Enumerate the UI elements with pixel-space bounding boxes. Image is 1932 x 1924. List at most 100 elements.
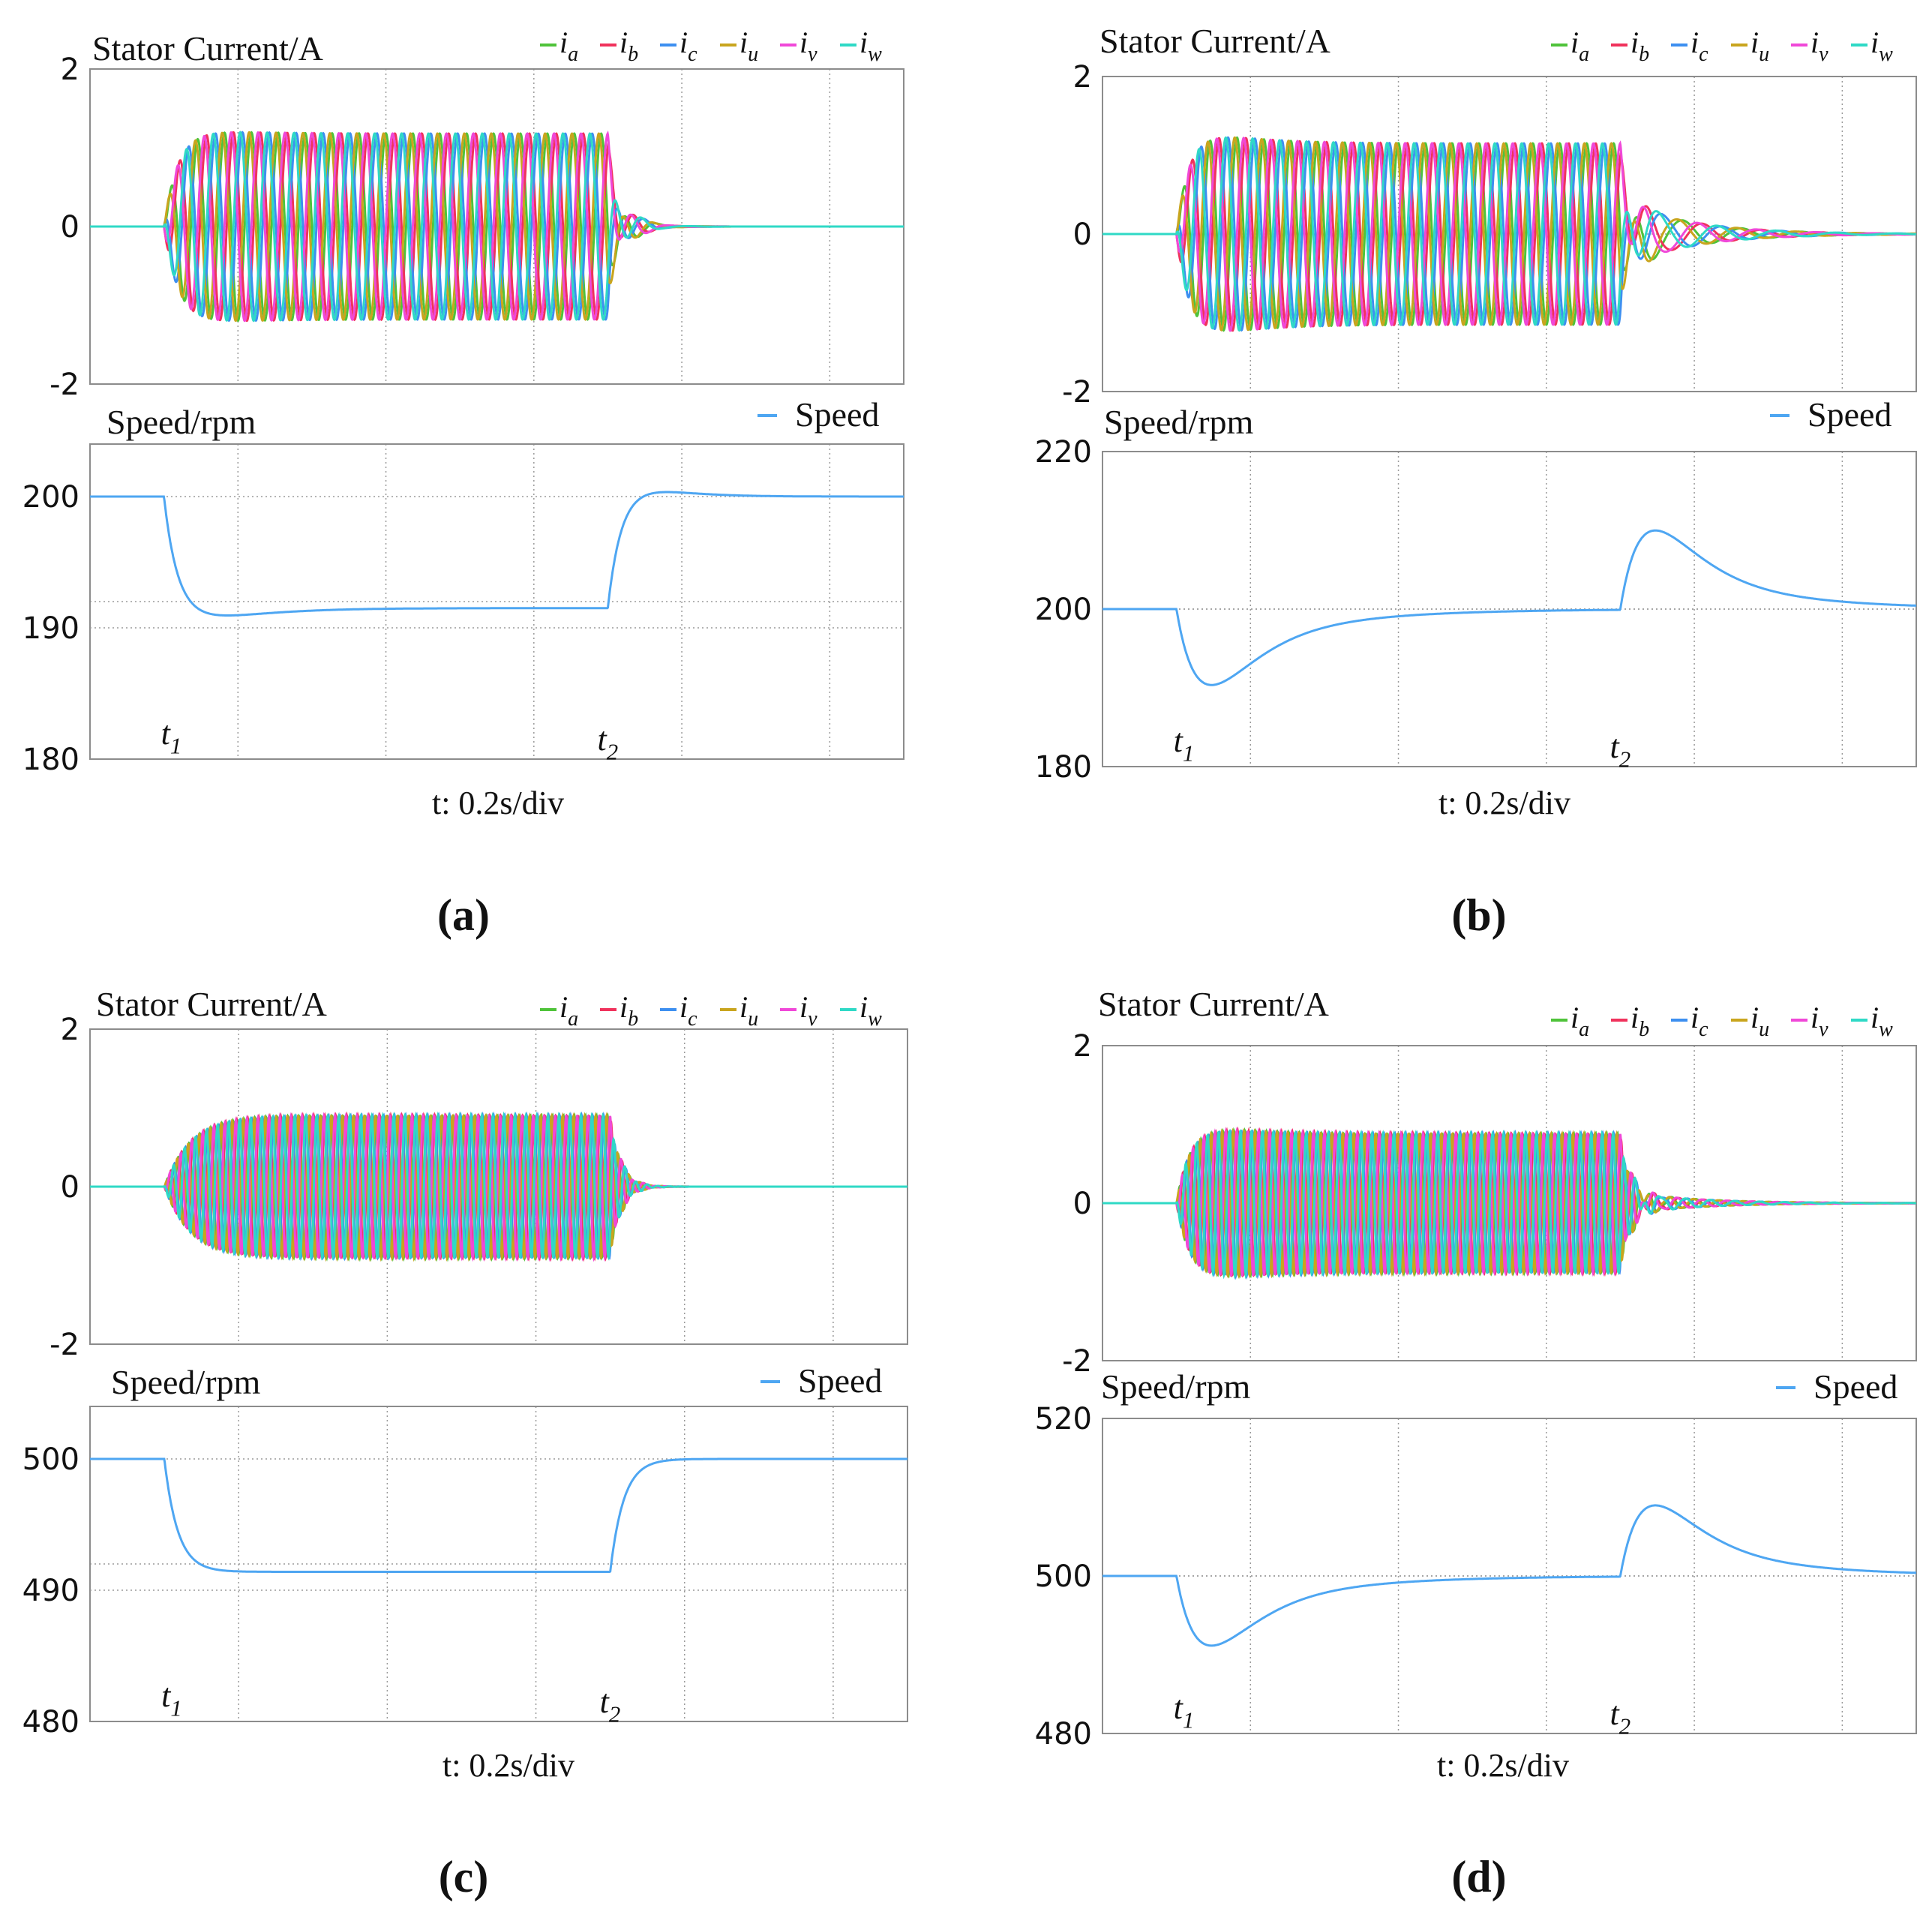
speed-plot-b: Speed/rpm Speed 220 200 180 t1 t2 [1035, 395, 1917, 785]
legend-label-iu: iu [1750, 26, 1769, 66]
speed-title: Speed/rpm [1101, 1367, 1251, 1406]
panel-label: (d) [1451, 1852, 1506, 1901]
current-ytick-label: 0 [1073, 1187, 1092, 1221]
legend-label-ia: ia [1570, 26, 1589, 66]
event-label-t1: t1 [161, 715, 182, 758]
legend-label-iv: iv [1810, 26, 1828, 66]
x-axis-label: t: 0.2s/div [442, 1747, 574, 1784]
legend-label-ia: ia [560, 990, 578, 1031]
event-label-t2: t2 [600, 1683, 621, 1727]
event-label-t2: t2 [1610, 728, 1630, 772]
current-ytick-label: -2 [50, 1328, 80, 1362]
speed-ytick-label: 190 [22, 611, 80, 646]
speed-series [1102, 529, 1916, 686]
current-waveforms [1102, 1126, 1916, 1280]
legend-label-ib: ib [1630, 26, 1649, 66]
speed-plot-frame [89, 1406, 908, 1722]
panel-label: (c) [439, 1852, 489, 1901]
legend-label-ia: ia [1570, 1001, 1589, 1041]
speed-plot-c: Speed/rpm Speed 500 490 480 t1 t2 [22, 1361, 908, 1739]
current-waveforms [90, 1111, 908, 1262]
panel-b: Stator Current/A2 0 -2 ia ib ic iu iv iw Speed/rp… [1035, 22, 1917, 940]
event-label-t2: t2 [1610, 1695, 1630, 1739]
speed-series [90, 491, 904, 617]
panel-c: Stator Current/A 2 0 -2 ia ib ic iu iv iw Speed/rp… [22, 985, 908, 1901]
event-label-t2: t2 [597, 721, 618, 764]
current-ytick-label: 0 [61, 1170, 80, 1205]
speed-legend-label: Speed [798, 1361, 882, 1400]
legend-label-ic: ic [680, 990, 698, 1031]
legend-label-ib: ib [620, 990, 638, 1031]
current-ytick-label: -2 [1062, 1344, 1092, 1379]
current-series-iv [1102, 137, 1916, 332]
speed-legend-label: Speed [1814, 1367, 1898, 1406]
current-plot-b: Stator Current/A2 0 -2 ia ib ic iu iv iw [1062, 22, 1917, 410]
legend-label-iu: iu [740, 26, 758, 66]
speed-ytick-label: 200 [1035, 593, 1092, 627]
legend-label-ib: ib [620, 26, 638, 66]
event-label-t1: t1 [1174, 722, 1195, 766]
current-title: Stator Current/A [1098, 985, 1329, 1023]
current-plot-a: Stator Current/A 2 0 -2 ia ib ic iu iv iw [50, 26, 904, 402]
speed-plot-frame [89, 443, 904, 760]
x-axis-label: t: 0.2s/div [432, 785, 564, 821]
speed-ytick-label: 500 [22, 1442, 80, 1477]
speed-ytick-label: 220 [1035, 435, 1092, 470]
speed-plot-grid [90, 1406, 908, 1721]
current-plot-c: Stator Current/A 2 0 -2 ia ib ic iu iv iw [50, 985, 908, 1362]
current-series-iw [1102, 136, 1916, 332]
current-ytick-label: 2 [1073, 1029, 1092, 1064]
legend-label-iv: iv [800, 26, 818, 66]
current-plot-d: Stator Current/A2 0 -2 ia ib ic iu iv iw [1062, 985, 1917, 1379]
current-ytick-label: 2 [61, 1013, 80, 1047]
legend-label-ic: ic [1690, 1001, 1708, 1041]
current-ytick-label: 0 [61, 210, 80, 245]
current-waveforms [1102, 136, 1916, 332]
legend-label-iv: iv [800, 990, 818, 1031]
current-waveforms [90, 130, 904, 323]
speed-ytick-label: 180 [1035, 750, 1092, 785]
speed-title: Speed/rpm [106, 403, 256, 441]
speed-ytick-label: 180 [22, 743, 80, 777]
legend-label-ic: ic [680, 26, 698, 66]
legend-label-ic: ic [1690, 26, 1708, 66]
legend-label-iw: iw [1870, 1001, 1893, 1041]
speed-title: Speed/rpm [1104, 403, 1254, 441]
panel-a: Stator Current/A 2 0 -2 ia ib ic iu iv iw Speed/rp… [22, 26, 904, 940]
speed-ytick-label: 490 [22, 1574, 80, 1608]
speed-plot-grid [90, 444, 904, 759]
event-label-t1: t1 [161, 1677, 182, 1721]
x-axis-label: t: 0.2s/div [1437, 1747, 1569, 1784]
legend-label-iv: iv [1810, 1001, 1828, 1041]
speed-ytick-label: 480 [22, 1705, 80, 1739]
speed-ytick-label: 200 [22, 480, 80, 515]
speed-legend-label: Speed [795, 395, 879, 434]
current-ytick-label: 2 [1073, 60, 1092, 95]
current-series-iw [1102, 1128, 1916, 1280]
legend-label-iw: iw [860, 990, 882, 1031]
speed-legend-label: Speed [1808, 395, 1892, 434]
speed-ytick-label: 520 [1035, 1402, 1092, 1436]
legend-label-iw: iw [860, 26, 882, 66]
panel-label: (a) [437, 890, 490, 940]
current-series-iu [1102, 137, 1916, 332]
panel-label: (b) [1451, 890, 1506, 940]
current-title: Stator Current/A [96, 985, 327, 1023]
legend-label-iu: iu [740, 990, 758, 1031]
legend-label-ib: ib [1630, 1001, 1649, 1041]
panel-d: Stator Current/A2 0 -2 ia ib ic iu iv iw Speed/rp… [1035, 985, 1917, 1901]
legend-label-ia: ia [560, 26, 578, 66]
speed-plot-a: Speed/rpm Speed 200 190 180 t1 t2 [22, 395, 904, 777]
speed-title: Speed/rpm [111, 1363, 261, 1401]
x-axis-label: t: 0.2s/div [1438, 785, 1570, 821]
current-ytick-label: -2 [50, 368, 80, 402]
current-series-iw [90, 131, 904, 323]
event-label-t1: t1 [1174, 1689, 1195, 1733]
current-title: Stator Current/A [92, 29, 323, 68]
current-title: Stator Current/A [1100, 22, 1330, 60]
speed-ytick-label: 500 [1035, 1559, 1092, 1594]
current-ytick-label: 0 [1073, 218, 1092, 252]
legend-label-iw: iw [1870, 26, 1893, 66]
